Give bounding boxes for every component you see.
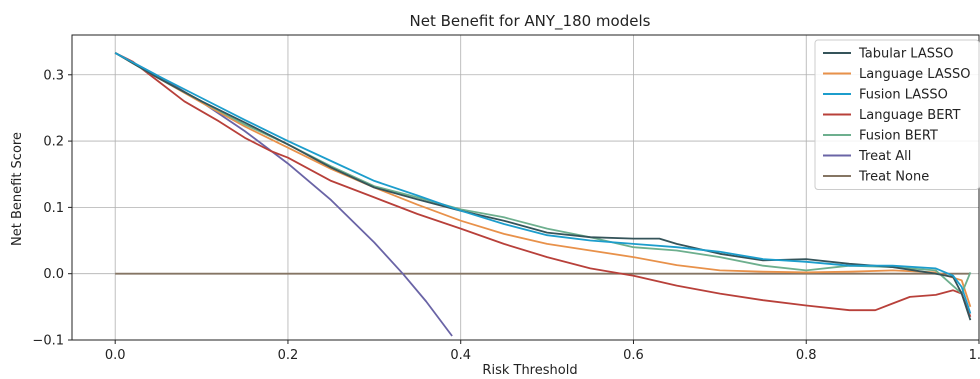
y-tick-label: −0.1 [32,334,64,349]
y-tick-label: 0.3 [43,68,64,83]
legend-label: Fusion LASSO [859,88,948,103]
chart-title: Net Benefit for ANY_180 models [410,12,651,31]
legend-label: Tabular LASSO [858,47,953,62]
y-tick-label: 0.2 [43,135,64,150]
x-tick-label: 0.8 [796,348,817,363]
series-line-fusion-lasso [114,52,972,314]
y-tick-label: 0.1 [43,201,64,216]
legend-label: Treat None [858,170,929,185]
x-tick-label: 0.2 [278,348,299,363]
legend-label: Fusion BERT [859,129,938,144]
x-tick-label: 1.0 [969,348,980,363]
x-tick-label: 0.0 [105,348,126,363]
legend-box [814,39,980,190]
y-axis-label: Net Benefit Score [10,132,25,246]
x-tick-label: 0.4 [450,348,471,363]
x-axis-label: Risk Threshold [482,363,577,378]
x-tick-label: 0.6 [623,348,644,363]
series-line-tabular-lasso [114,52,972,321]
legend-label: Language BERT [859,108,961,123]
legend-label: Language LASSO [859,67,970,82]
legend-label: Treat All [858,149,911,164]
series-line-language-lasso [114,52,972,308]
series-lines [114,52,972,337]
series-line-language-bert [114,52,972,318]
y-tick-label: 0.0 [43,267,64,282]
legend: Tabular LASSO Language LASSO Fusion LASSO L… [814,39,980,190]
